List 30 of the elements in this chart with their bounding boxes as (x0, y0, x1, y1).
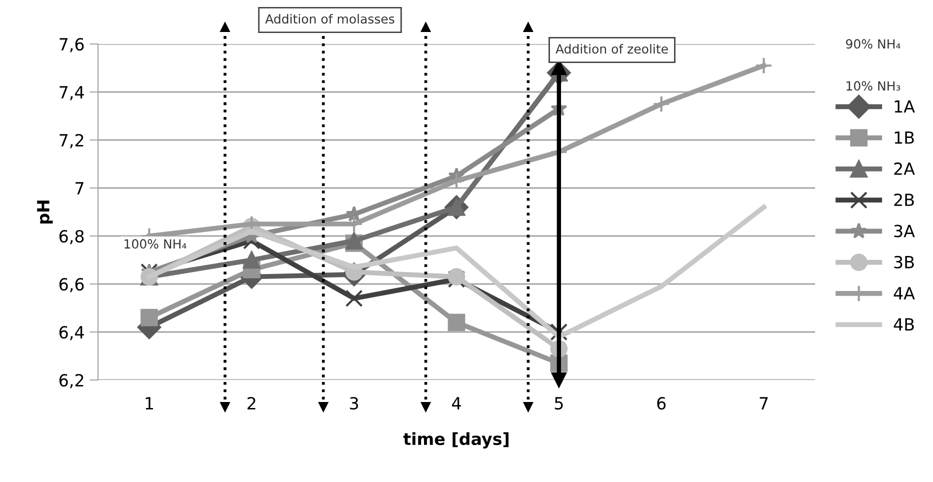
text: 10% NH₃ (846, 81, 900, 91)
legend-label: 3A (894, 224, 915, 238)
x-tick-label: 4 (452, 397, 461, 410)
y-axis-title: pH (37, 200, 53, 224)
x-tick-label: 7 (760, 397, 768, 410)
legend-label: 3B (894, 256, 914, 268)
legend-label: 1B (894, 132, 914, 144)
y-tick-label: 6,8 (59, 230, 84, 244)
annotation: Addition of zeolite (556, 44, 668, 54)
x-tick-label: 6 (657, 396, 666, 410)
legend-label: 2A (894, 162, 915, 175)
x-tick-label: 3 (350, 396, 358, 410)
x-tick-label: 2 (248, 396, 256, 410)
y-tick-label: 6,2 (59, 374, 84, 388)
annotation: 100% NH₄ (124, 239, 186, 249)
x-tick-label: 5 (554, 397, 563, 410)
y-tick-label: 7,4 (60, 86, 84, 100)
text: 90% NH₄ (846, 39, 900, 49)
x-tick-label: 1 (146, 397, 153, 410)
y-tick-label: 6,6 (59, 278, 84, 292)
y-tick-label: 6,4 (59, 326, 84, 340)
legend-label: 2B (894, 194, 914, 206)
text: Addition of molasses (265, 14, 394, 24)
y-tick-label: 7 (76, 182, 84, 194)
y-tick-label: 7,2 (60, 134, 84, 148)
legend-label: 4B (894, 318, 914, 330)
x-axis-title: time [days] (403, 432, 508, 448)
legend-label: 4A (894, 287, 915, 300)
legend-label: 1A (894, 100, 915, 113)
y-tick-label: 7,6 (60, 38, 84, 52)
